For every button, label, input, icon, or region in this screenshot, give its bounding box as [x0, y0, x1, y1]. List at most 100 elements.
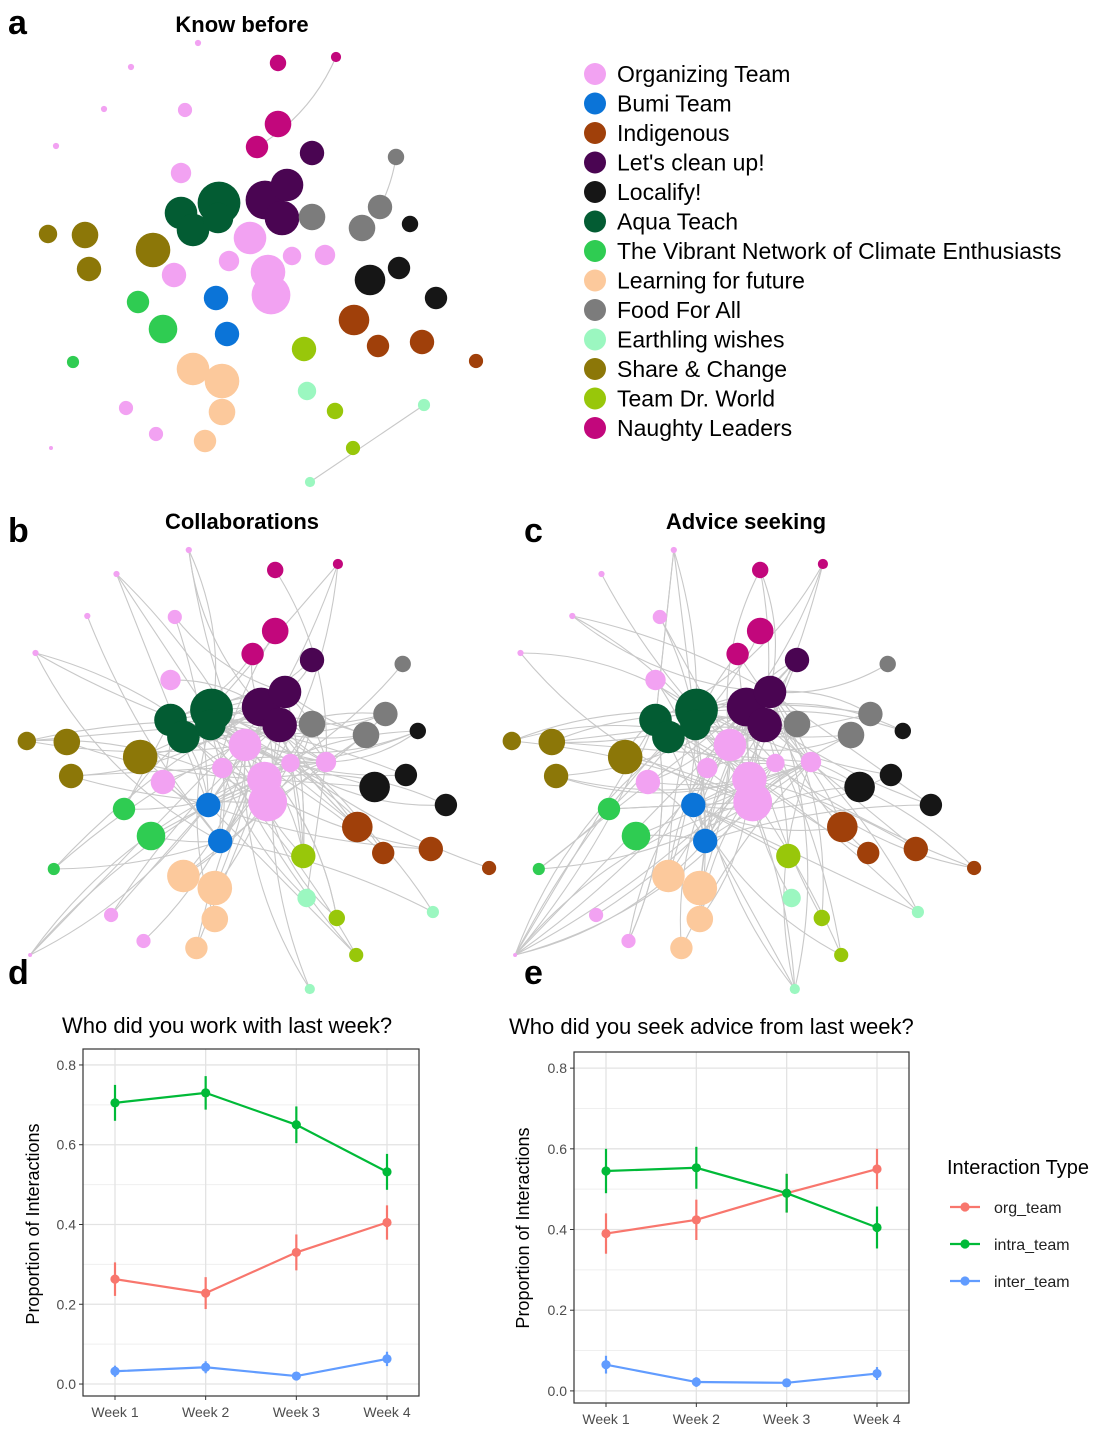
- data-point: [601, 1228, 611, 1239]
- network-node: [264, 110, 292, 138]
- network-node: [66, 355, 80, 369]
- network-node: [315, 751, 337, 773]
- network-node: [314, 244, 336, 266]
- network-node: [598, 570, 605, 578]
- network-node: [589, 907, 604, 923]
- network-node: [38, 224, 58, 244]
- network-node: [800, 751, 822, 773]
- network-edge: [182, 744, 246, 877]
- series-line: [605, 1167, 878, 1235]
- series-org_team: [601, 1148, 882, 1254]
- network-node: [261, 617, 289, 645]
- network-edge: [209, 724, 307, 899]
- network-edge: [655, 679, 706, 842]
- y-tick-label: 0.0: [548, 1383, 568, 1399]
- chart-title: Who did you work with last week?: [62, 1013, 392, 1038]
- network-node: [298, 710, 326, 738]
- network-node: [783, 710, 811, 738]
- network-edge: [143, 840, 221, 942]
- x-tick-label: Week 1: [582, 1411, 629, 1427]
- data-point: [201, 1288, 211, 1298]
- legend-label: inter_team: [994, 1274, 1070, 1291]
- network-edge: [693, 804, 843, 831]
- network-node: [752, 561, 769, 579]
- network-node: [670, 936, 693, 960]
- network-edge: [53, 840, 221, 870]
- data-point: [691, 1163, 701, 1173]
- legend-label: intra_team: [994, 1237, 1070, 1254]
- network-nodes: [38, 39, 484, 488]
- network-edge: [290, 663, 404, 764]
- legend-item: Food For All: [584, 297, 741, 323]
- network-edge: [514, 778, 750, 956]
- network-node: [837, 721, 865, 749]
- network-node: [281, 753, 300, 773]
- y-axis-label: Proportion of Interactions: [513, 1127, 533, 1328]
- network-edge: [170, 719, 431, 850]
- network-edge: [595, 778, 750, 916]
- network-node: [349, 947, 364, 963]
- network-node: [686, 905, 714, 933]
- network-node: [214, 321, 240, 347]
- network-node: [645, 669, 666, 691]
- network-node: [342, 811, 373, 843]
- network-node: [817, 558, 829, 570]
- data-point: [110, 1098, 120, 1108]
- network-node: [670, 546, 677, 554]
- network-edge: [284, 691, 305, 857]
- network-node: [71, 221, 99, 249]
- network-node: [607, 739, 643, 775]
- network-edge: [325, 730, 419, 763]
- data-point: [110, 1274, 120, 1284]
- network-edge: [810, 761, 919, 913]
- network-node: [326, 402, 344, 420]
- network-node: [136, 821, 166, 851]
- legend-swatch: [584, 122, 606, 144]
- network-node: [424, 286, 448, 310]
- network-node: [827, 811, 858, 843]
- network-node: [113, 570, 120, 578]
- legend-swatch: [584, 181, 606, 203]
- legend-item: The Vibrant Network of Climate Enthusias…: [584, 238, 1061, 264]
- team-legend: Organizing Team Bumi Team Indigenous Let's …: [584, 61, 1061, 441]
- network-node: [160, 669, 181, 691]
- legend-label: Let's clean up!: [617, 150, 765, 176]
- network-node: [49, 446, 53, 450]
- network-node: [291, 843, 316, 869]
- x-tick-label: Week 1: [91, 1404, 138, 1420]
- network-edge: [210, 713, 386, 735]
- data-point: [601, 1166, 611, 1176]
- network-node: [228, 728, 262, 762]
- network-node: [394, 655, 411, 673]
- plot-frame: [82, 1048, 420, 1397]
- network-node: [766, 753, 785, 773]
- network-title-advice-seeking: Advice seeking: [666, 509, 826, 534]
- network-node: [118, 400, 134, 416]
- legend-label: Food For All: [617, 297, 741, 323]
- network-node: [680, 709, 711, 741]
- network-node: [185, 546, 192, 554]
- network-node: [299, 140, 325, 166]
- network-node: [894, 722, 911, 740]
- data-point: [782, 1188, 792, 1198]
- network-node: [53, 728, 81, 756]
- network-edge: [306, 761, 327, 899]
- network-node: [170, 162, 192, 184]
- y-tick-label: 0.8: [548, 1060, 568, 1076]
- x-tick-label: Week 3: [273, 1404, 320, 1420]
- network-node: [176, 213, 210, 247]
- network-edge: [783, 761, 812, 990]
- network-edge: [769, 691, 824, 919]
- plot-frame: [573, 1051, 910, 1404]
- network-node: [911, 905, 925, 919]
- network-edge: [208, 804, 431, 850]
- panel-letter-d: d: [8, 954, 29, 992]
- series-inter_team: [110, 1351, 392, 1381]
- network-edge: [764, 724, 842, 956]
- network-node: [299, 647, 325, 673]
- network-node: [197, 870, 233, 906]
- network-node: [652, 609, 667, 625]
- legend-swatch: [584, 358, 606, 380]
- network-node: [426, 905, 439, 919]
- network-node: [747, 707, 782, 743]
